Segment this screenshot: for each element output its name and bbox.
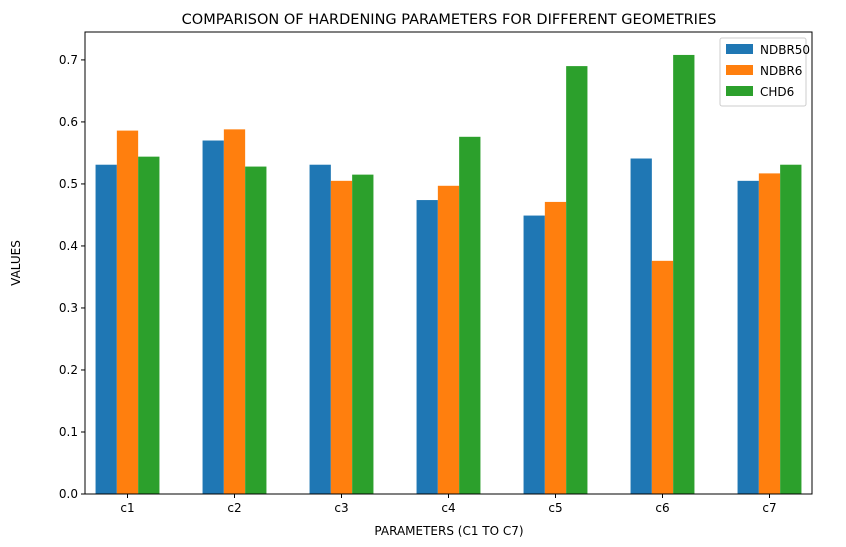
y-tick-label: 0.1: [59, 425, 78, 439]
x-tick-label: c2: [227, 501, 241, 515]
x-tick-label: c4: [441, 501, 455, 515]
bar-ndbr6-c4: [437, 185, 460, 495]
bar-chd6-c2: [245, 166, 267, 494]
legend-swatch-chd6: [726, 86, 753, 96]
bar-ndbr6-c1: [116, 130, 139, 494]
bar-chd6-c3: [352, 174, 374, 494]
bar-chd6-c7: [780, 164, 802, 494]
bar-chd6-c5: [566, 66, 588, 495]
x-tick-label: c3: [334, 501, 348, 515]
legend-label-ndbr6: NDBR6: [760, 64, 802, 78]
y-tick-label: 0.3: [59, 301, 78, 315]
x-tick-label: c7: [762, 501, 776, 515]
x-axis: c1 c2 c3 c4 c5 c6 c7: [120, 494, 777, 515]
bar-ndbr50-c2: [202, 140, 224, 494]
y-axis-title: VALUES: [9, 240, 23, 286]
y-tick-label: 0.5: [59, 177, 78, 191]
bar-ndbr50-c3: [309, 164, 331, 494]
y-tick-label: 0.7: [59, 53, 78, 67]
bar-chd6-c6: [673, 54, 695, 494]
bar-ndbr6-c7: [758, 173, 781, 494]
legend: NDBR50 NDBR6 CHD6: [719, 37, 810, 107]
x-axis-title: PARAMETERS (C1 TO C7): [374, 524, 523, 538]
bar-ndbr50-c5: [523, 215, 545, 494]
legend-label-chd6: CHD6: [760, 85, 794, 99]
bar-ndbr50-c7: [737, 180, 759, 494]
chart-title: COMPARISON OF HARDENING PARAMETERS FOR D…: [182, 12, 717, 28]
y-tick-label: 0.4: [59, 239, 78, 253]
y-axis: 0.0 0.1 0.2 0.3 0.4 0.5 0.6 0.7: [59, 53, 85, 501]
bar-ndbr50-c6: [630, 158, 652, 494]
bar-ndbr6-c5: [544, 201, 567, 495]
bar-ndbr6-c6: [651, 260, 674, 494]
bars-layer: [95, 54, 802, 495]
x-tick-label: c5: [548, 501, 562, 515]
bar-chd6-c1: [138, 156, 160, 494]
y-tick-label: 0.6: [59, 115, 78, 129]
y-tick-label: 0.2: [59, 363, 78, 377]
x-tick-label: c1: [120, 501, 134, 515]
bar-chd6-c4: [459, 136, 481, 495]
bar-ndbr6-c3: [330, 180, 353, 494]
legend-label-ndbr50: NDBR50: [760, 43, 810, 57]
bar-ndbr50-c4: [416, 200, 438, 494]
bar-ndbr6-c2: [223, 129, 246, 495]
legend-swatch-ndbr50: [726, 44, 753, 54]
y-tick-label: 0.0: [59, 487, 78, 501]
bar-ndbr50-c1: [95, 164, 117, 494]
legend-swatch-ndbr6: [726, 65, 753, 75]
x-tick-label: c6: [655, 501, 669, 515]
